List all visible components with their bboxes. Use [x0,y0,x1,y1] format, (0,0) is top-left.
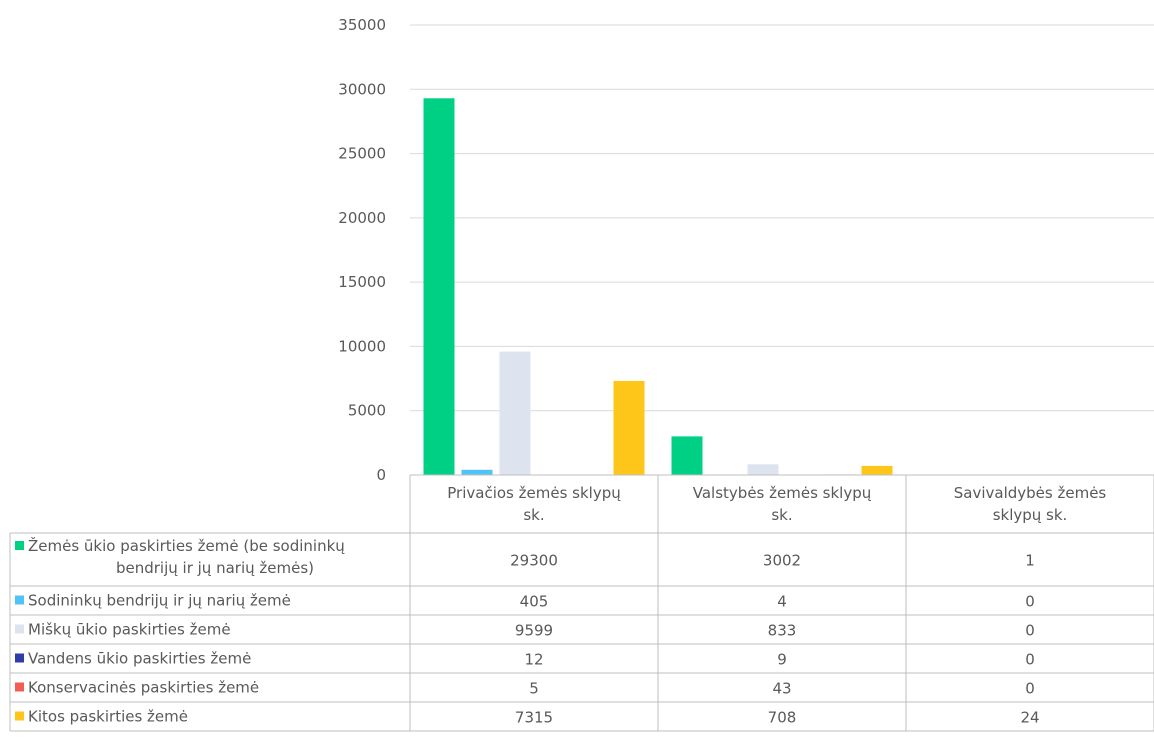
table-cell-value: 833 [768,622,797,640]
legend-swatch [15,711,24,721]
bars [423,98,1141,476]
bar [861,465,893,475]
legend-label: Sodininkų bendrijų ir jų narių žemė [28,592,291,610]
bar [671,436,703,475]
table-cell-value: 4 [777,593,787,611]
y-tick-label: 15000 [338,273,386,291]
table-cell-value: 3002 [763,552,801,570]
y-tick-label: 0 [376,466,386,484]
bar [423,98,455,476]
legend-label: Vandens ūkio paskirties žemė [28,650,251,668]
category-label: Valstybės žemės sklypų sk. [693,484,872,524]
table-cell-value: 405 [520,593,549,611]
legend-swatch [15,595,24,605]
bar [613,380,645,475]
table-cell-value: 12 [524,651,543,669]
y-tick-label: 5000 [348,402,386,420]
data-table: Privačios žemės sklypų sk. Valstybės žemės… [9,474,1154,732]
bar [499,351,531,475]
y-tick-label: 25000 [338,145,386,163]
legend-swatch [15,541,24,550]
y-tick-label: 35000 [338,16,386,34]
table-cell-value: 0 [1025,593,1035,611]
y-tick-label: 30000 [338,80,386,98]
legend-swatch [15,624,24,634]
category-label: Savivaldybės žemės sklypų sk. [954,484,1107,524]
table-cell-value: 24 [1020,709,1039,727]
y-tick-label: 20000 [338,209,386,227]
table-cell-value: 9599 [515,622,553,640]
table-cell-value: 0 [1025,651,1035,669]
legend-label: Kitos paskirties žemė [28,708,188,726]
legend-swatch [15,653,24,663]
table-cell-value: 1 [1025,552,1035,570]
bar [461,469,493,475]
table-cell-value: 708 [768,709,797,727]
table-cell-value: 9 [777,651,787,669]
legend-swatch [15,682,24,692]
bar [747,464,779,475]
legend-label: Konservacinės paskirties žemė [28,679,259,697]
legend-label: Miškų ūkio paskirties žemė [28,621,231,639]
category-label: Privačios žemės sklypų sk. [447,484,621,524]
legend-label: Žemės ūkio paskirties žemė (be sodininkų… [28,536,345,577]
y-tick-label: 10000 [338,337,386,355]
table-cell-value: 29300 [510,552,558,570]
table-cell-value: 0 [1025,622,1035,640]
table-cell-value: 0 [1025,680,1035,698]
y-axis: 0 5000 10000 15000 20000 25000 30000 35000 [338,16,386,484]
table-cell-value: 43 [772,680,791,698]
grid [410,24,1154,412]
table-cell-value: 7315 [515,709,553,727]
table-cell-value: 5 [529,680,539,698]
